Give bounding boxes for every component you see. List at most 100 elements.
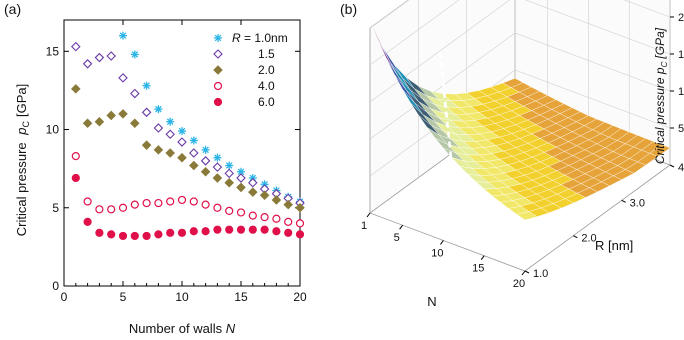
data-point-R2.0 [271,195,282,205]
data-point-R2.0 [248,187,258,197]
data-point-R2.0 [71,84,81,94]
asterisk-stroke [214,34,222,42]
data-point-R1.0 [237,167,245,176]
data-point-R6.0 [248,225,257,234]
data-point-R4.0 [225,206,234,215]
y-tick-label: 10 [46,123,60,137]
data-point-R2.0 [106,110,116,121]
b-x-tick-label: 10 [431,247,443,259]
legend-label-R4.0: 4.0 [258,79,275,93]
legend-label-R2.0: 2.0 [258,63,275,77]
data-point-R1.5 [71,41,81,52]
data-point-R4.0 [213,203,222,212]
data-point-R1.5 [94,52,105,63]
x-tick-label: 20 [293,290,307,304]
legend-marker-R1.5 [213,49,223,59]
data-point-R4.0 [248,211,257,220]
b-x-tick [366,212,371,218]
panel-a-data-points [71,31,305,241]
data-point-R2.0 [153,145,164,155]
data-point-R1.0 [130,50,139,59]
data-point-R4.0 [83,197,92,206]
data-point-R4.0 [154,198,163,208]
data-point-R6.0 [118,231,128,241]
data-point-R1.0 [213,153,222,162]
data-point-R1.5 [153,123,164,133]
data-point-R6.0 [225,225,234,234]
legend-marker-R6.0 [213,97,223,107]
panel-a-y-axis-title: Critical pressure pC[GPa] [14,84,31,237]
data-point-R6.0 [284,228,293,237]
panel-a-x-axis-title: Number of walls N [129,321,236,336]
b-z-tick-label: 10 [678,86,684,98]
data-point-R6.0 [295,230,305,239]
b-x-tick-label: 20 [513,278,525,290]
asterisk-stroke [119,32,127,39]
b-x-tick [399,224,404,230]
data-point-R4.0 [201,200,210,209]
x-tick-label: 15 [234,290,248,304]
data-point-R1.5 [212,162,223,172]
data-point-R1.5 [82,59,93,69]
b-x-tick-label: 5 [394,232,400,244]
data-point-R2.0 [177,152,187,163]
data-point-R4.0 [166,197,175,206]
b-y-tick-label: 1.0 [533,268,548,280]
data-point-R2.0 [141,140,152,150]
data-point-R6.0 [154,230,163,239]
panel-b-y-axis-title: R [nm] [595,238,633,253]
data-point-R1.0 [178,127,186,136]
data-point-R2.0 [82,118,93,129]
data-point-R1.0 [225,161,234,170]
data-point-R2.0 [118,109,128,119]
data-point-R2.0 [295,202,305,213]
panel-b-label: (b) [340,1,357,17]
legend-label-R6.0: 6.0 [258,95,275,109]
b-y-tick [669,164,675,168]
panel-a-axes: 0 5 10 15 20 0 5 10 15 [46,19,307,304]
data-point-R4.0 [95,205,104,214]
data-point-R6.0 [201,227,210,236]
b-z-tick-label: 5 [678,123,684,135]
data-point-R6.0 [107,230,116,239]
data-point-R6.0 [236,225,246,234]
x-tick-label: 5 [120,290,127,304]
data-point-R2.0 [236,182,246,193]
data-point-R1.5 [236,173,246,183]
data-point-R1.0 [154,105,163,114]
panel-b-z-axis-title: Critical pressure pC[GPa] [653,27,669,164]
data-point-R2.0 [283,199,293,210]
asterisk-stroke [131,51,139,58]
data-point-R4.0 [71,152,80,161]
data-point-R1.0 [201,145,210,154]
legend-value: = 1.0nm [244,31,288,45]
b-y-tick [524,270,530,274]
b-y-tick-label: 2.0 [581,233,596,245]
data-point-R6.0 [142,231,151,241]
panel-a-legend: R = 1.0nm 1.5 2.0 4.0 6.0 [213,31,288,109]
data-point-R1.5 [165,129,175,140]
b-x-tick [480,255,485,261]
data-point-R1.5 [106,51,116,61]
asterisk-stroke [178,127,186,135]
b-x-tick [440,240,444,245]
x-tick-label: 10 [175,290,189,304]
legend-marker-R1.0 [214,34,222,42]
panel-a-label: (a) [4,1,21,17]
b-z-tick-label: 15 [678,49,684,61]
data-point-R2.0 [200,166,211,177]
data-point-R1.5 [200,156,211,166]
data-point-R2.0 [259,190,270,201]
asterisk-stroke [237,168,245,176]
legend-marker-R4.0 [213,81,223,91]
data-point-R6.0 [177,228,187,237]
data-point-R4.0 [295,219,305,228]
b-x-tick [521,270,526,276]
data-point-R1.5 [177,137,187,147]
b-y-tick-label: 3.0 [630,197,645,209]
panel-a-scatter-chart: (a) 0 5 10 15 20 0 5 10 15 R = 1.0nm 1.5 2.0 4.0 6.0… [4,1,307,336]
data-point-R6.0 [71,173,80,183]
asterisk-stroke [166,118,174,125]
asterisk-stroke [143,82,150,90]
